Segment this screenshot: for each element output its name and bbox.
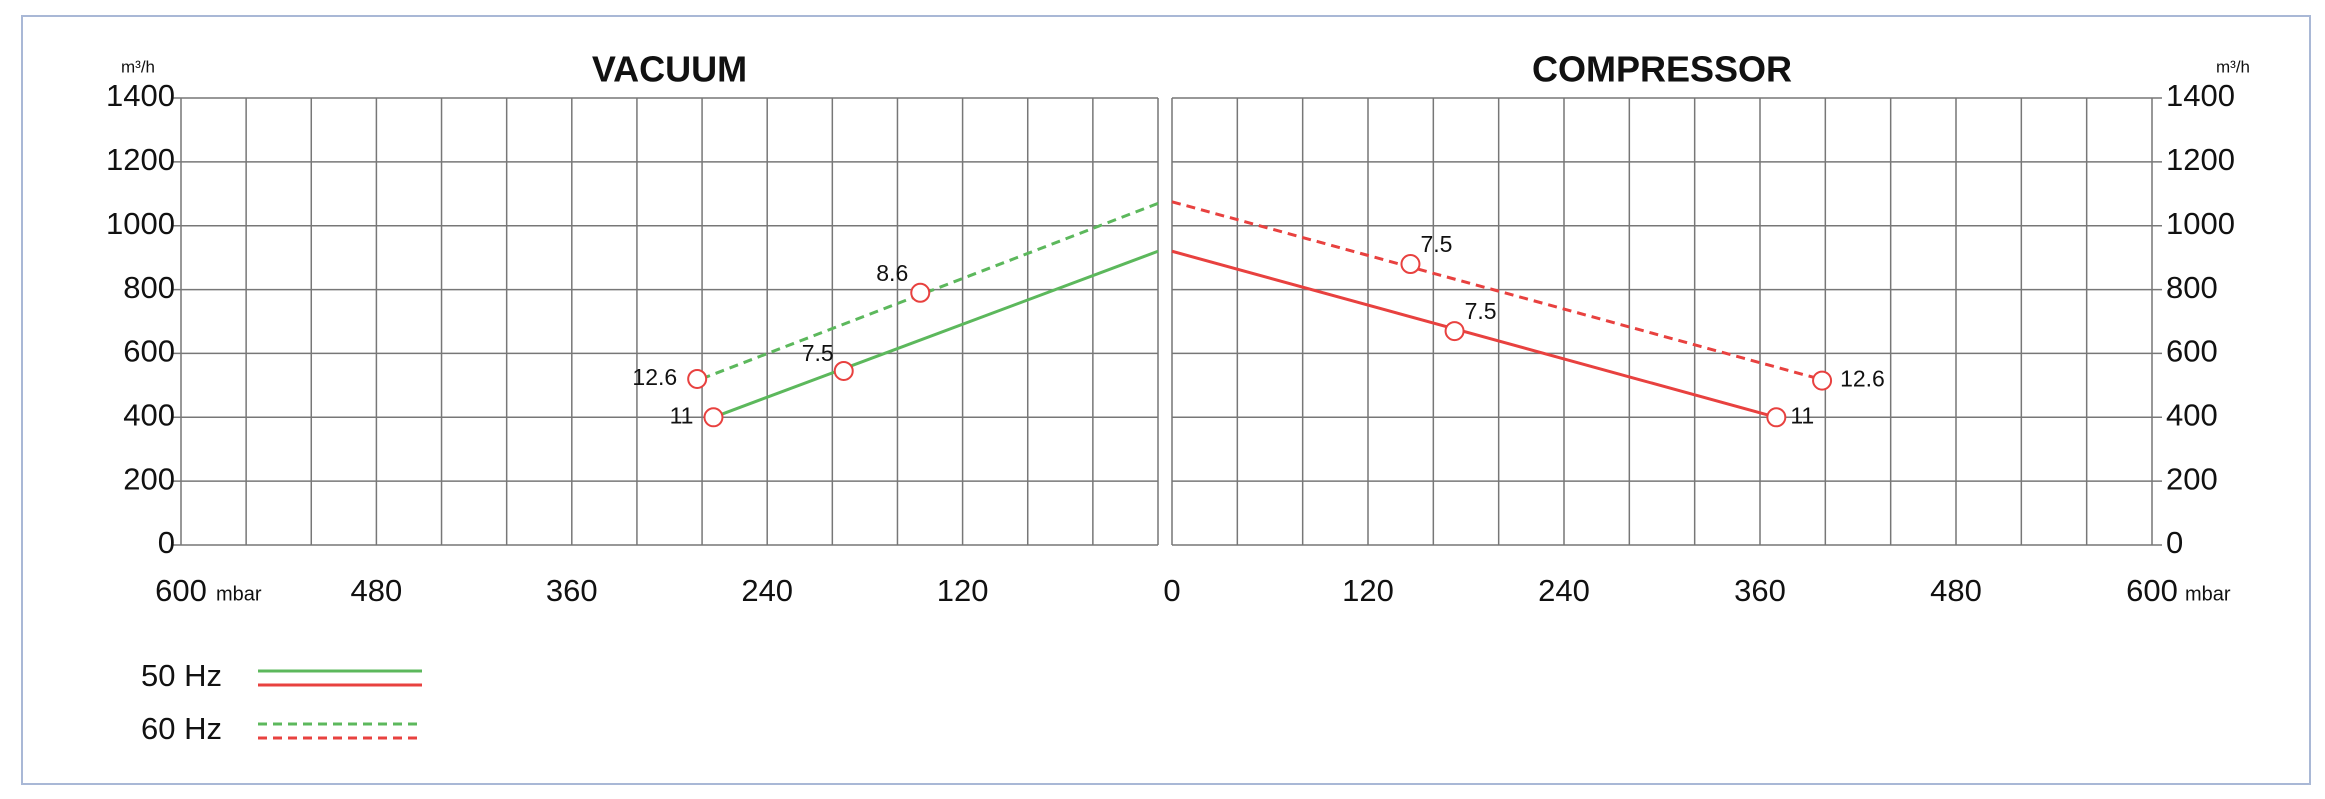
y-tick-label: 1200 (106, 142, 175, 177)
chart-title: COMPRESSOR (1532, 49, 1792, 90)
y-tick-label: 1000 (106, 206, 175, 241)
y-tick-label: 200 (2166, 461, 2218, 496)
x-tick-label: 600 (155, 573, 207, 608)
x-tick-label: 120 (937, 573, 989, 608)
y-tick-label: 1200 (2166, 142, 2235, 177)
y-tick-label: 0 (2166, 525, 2183, 560)
series-line (704, 201, 1159, 379)
marker-label: 8.6 (876, 260, 908, 286)
x-unit: mbar (216, 583, 262, 605)
marker (910, 282, 931, 303)
marker (1812, 370, 1833, 391)
x-tick-label: 360 (1734, 573, 1786, 608)
x-tick-label: 480 (1930, 573, 1982, 608)
y-tick-label: 400 (2166, 397, 2218, 432)
marker-label: 11 (1790, 402, 1814, 428)
y-tick-label: 1000 (2166, 206, 2235, 241)
y-tick-label: 1400 (106, 78, 175, 113)
y-tick-label: 1400 (2166, 78, 2235, 113)
series-line (1171, 249, 1777, 419)
y-tick-label: 600 (2166, 334, 2218, 369)
series-line (1171, 200, 1826, 383)
x-tick-label: 600 (2126, 573, 2178, 608)
x-tick-label: 240 (1538, 573, 1590, 608)
y-tick-label: 800 (2166, 270, 2218, 305)
frame (21, 15, 2311, 785)
y-tick-label: 200 (123, 461, 175, 496)
chart-title: VACUUM (592, 49, 747, 90)
x-tick-label: 480 (351, 573, 403, 608)
series-line (712, 249, 1159, 419)
marker (1444, 321, 1465, 342)
marker (703, 407, 724, 428)
legend-label: 60 Hz (141, 711, 222, 746)
marker-label: 7.5 (1420, 231, 1452, 257)
y-unit: m³/h (121, 57, 155, 76)
marker (687, 368, 708, 389)
marker (833, 360, 854, 381)
marker (1400, 254, 1421, 275)
x-tick-label: 0 (1163, 573, 1180, 608)
marker (1766, 407, 1787, 428)
x-tick-label: 360 (546, 573, 598, 608)
x-tick-label: 120 (1342, 573, 1394, 608)
y-tick-label: 0 (158, 525, 175, 560)
x-unit: mbar (2185, 583, 2231, 605)
legend-label: 50 Hz (141, 658, 222, 693)
y-unit: m³/h (2216, 57, 2250, 76)
marker-label: 12.6 (632, 364, 677, 390)
y-tick-label: 800 (123, 270, 175, 305)
marker-label: 7.5 (802, 340, 834, 366)
marker-label: 12.6 (1840, 366, 1885, 392)
marker-label: 7.5 (1465, 298, 1497, 324)
y-tick-label: 600 (123, 334, 175, 369)
x-tick-label: 240 (741, 573, 793, 608)
marker-label: 11 (670, 402, 694, 428)
y-tick-label: 400 (123, 397, 175, 432)
